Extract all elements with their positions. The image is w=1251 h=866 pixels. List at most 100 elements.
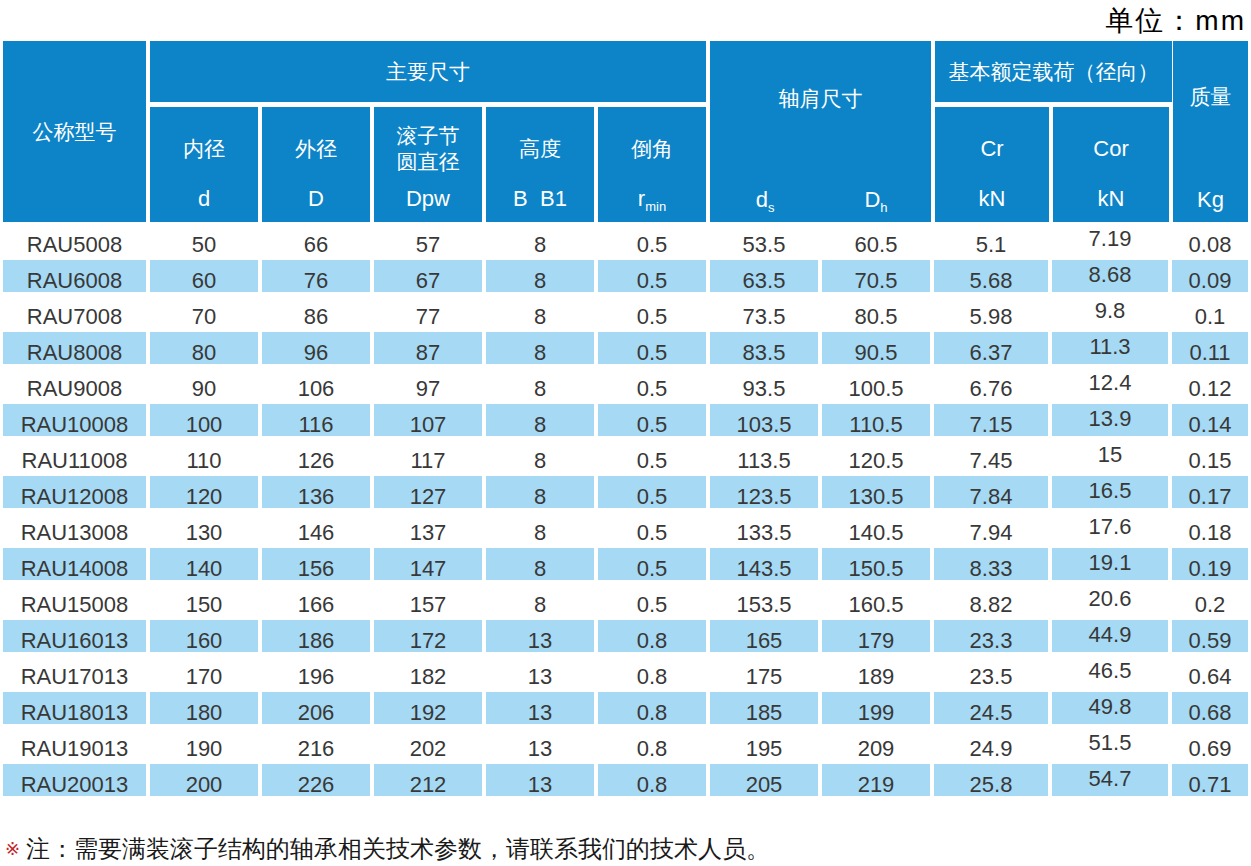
cell-B: 13 <box>486 692 594 724</box>
table-row: RAU1500815016615780.5153.5160.58.8220.60… <box>3 582 1248 618</box>
header-load: 基本额定载荷（径向） <box>935 41 1172 102</box>
cell-ds: 103.5 <box>710 404 818 436</box>
cell-ds: 53.5 <box>710 224 818 256</box>
cell-Dpw: 137 <box>374 512 482 544</box>
cell-D: 76 <box>262 260 370 292</box>
cell-r: 0.8 <box>598 728 706 760</box>
cell-Cr: 7.94 <box>934 512 1048 544</box>
cell-Cr: 23.3 <box>934 620 1048 652</box>
cell-B: 8 <box>486 584 594 616</box>
cell-D: 226 <box>262 764 370 796</box>
cell-model: RAU12008 <box>3 476 146 508</box>
cell-Cr: 7.15 <box>934 404 1048 436</box>
cell-r: 0.5 <box>598 404 706 436</box>
cell-model: RAU10008 <box>3 404 146 436</box>
cell-Cor: 15 <box>1052 440 1168 472</box>
table-row: RAU800880968780.583.590.56.3711.30.11 <box>3 330 1248 366</box>
cell-d: 190 <box>150 728 258 760</box>
cell-Dpw: 67 <box>374 260 482 292</box>
cell-mass: 0.09 <box>1172 260 1248 292</box>
cell-r: 0.5 <box>598 584 706 616</box>
cell-Cor: 7.19 <box>1052 224 1168 256</box>
cell-B: 13 <box>486 620 594 652</box>
table-row: RAU500850665780.553.560.55.17.190.08 <box>3 222 1248 258</box>
cell-B: 8 <box>486 440 594 472</box>
cell-Cr: 5.98 <box>934 296 1048 328</box>
cell-Cr: 25.8 <box>934 764 1048 796</box>
cell-mass: 0.69 <box>1172 728 1248 760</box>
header-cr: Cr kN <box>935 107 1049 222</box>
cell-model: RAU14008 <box>3 548 146 580</box>
cell-B: 8 <box>486 332 594 364</box>
cell-Dpw: 147 <box>374 548 482 580</box>
cell-D: 106 <box>262 368 370 400</box>
table-row: RAU18013180206192130.818519924.549.80.68 <box>3 690 1248 726</box>
cell-d: 110 <box>150 440 258 472</box>
cell-B: 13 <box>486 656 594 688</box>
cell-D: 126 <box>262 440 370 472</box>
cell-model: RAU15008 <box>3 584 146 616</box>
cell-D: 166 <box>262 584 370 616</box>
cell-Cr: 8.33 <box>934 548 1048 580</box>
cell-Dh: 60.5 <box>822 224 930 256</box>
cell-Dpw: 202 <box>374 728 482 760</box>
header-shoulder-title: 轴肩尺寸 <box>710 41 931 157</box>
cell-Cor: 17.6 <box>1052 512 1168 544</box>
header-chamfer: 倒角 rmin <box>598 107 706 222</box>
cell-model: RAU19013 <box>3 728 146 760</box>
cell-Dh: 100.5 <box>822 368 930 400</box>
cell-mass: 0.1 <box>1172 296 1248 328</box>
cell-Dh: 219 <box>822 764 930 796</box>
table-row: RAU1300813014613780.5133.5140.57.9417.60… <box>3 510 1248 546</box>
cell-B: 8 <box>486 224 594 256</box>
cell-D: 116 <box>262 404 370 436</box>
cell-mass: 0.19 <box>1172 548 1248 580</box>
cell-r: 0.5 <box>598 548 706 580</box>
cell-mass: 0.14 <box>1172 404 1248 436</box>
cell-Cor: 13.9 <box>1052 404 1168 436</box>
cell-Cr: 8.82 <box>934 584 1048 616</box>
cell-ds: 73.5 <box>710 296 818 328</box>
cell-Cor: 9.8 <box>1052 296 1168 328</box>
cell-mass: 0.2 <box>1172 584 1248 616</box>
cell-r: 0.5 <box>598 368 706 400</box>
cell-d: 70 <box>150 296 258 328</box>
header-model: 公称型号 <box>3 41 146 222</box>
cell-Cr: 24.5 <box>934 692 1048 724</box>
cell-Dpw: 97 <box>374 368 482 400</box>
cell-Dh: 160.5 <box>822 584 930 616</box>
cell-Dpw: 212 <box>374 764 482 796</box>
cell-r: 0.5 <box>598 440 706 472</box>
cell-Cr: 5.68 <box>934 260 1048 292</box>
cell-d: 120 <box>150 476 258 508</box>
cell-Cr: 24.9 <box>934 728 1048 760</box>
cell-ds: 143.5 <box>710 548 818 580</box>
cell-D: 156 <box>262 548 370 580</box>
cell-Cr: 7.45 <box>934 440 1048 472</box>
cell-Dh: 179 <box>822 620 930 652</box>
cell-d: 160 <box>150 620 258 652</box>
cell-mass: 0.64 <box>1172 656 1248 688</box>
cell-model: RAU5008 <box>3 224 146 256</box>
cell-ds: 185 <box>710 692 818 724</box>
cell-Dpw: 172 <box>374 620 482 652</box>
cell-D: 66 <box>262 224 370 256</box>
cell-mass: 0.15 <box>1172 440 1248 472</box>
table-row: RAU1000810011610780.5103.5110.57.1513.90… <box>3 402 1248 438</box>
table-row: RAU1400814015614780.5143.5150.58.3319.10… <box>3 546 1248 582</box>
cell-d: 150 <box>150 584 258 616</box>
cell-model: RAU8008 <box>3 332 146 364</box>
cell-Cor: 8.68 <box>1052 260 1168 292</box>
cell-Dpw: 107 <box>374 404 482 436</box>
header-dh: Dh <box>821 182 931 218</box>
cell-ds: 153.5 <box>710 584 818 616</box>
cell-d: 180 <box>150 692 258 724</box>
cell-ds: 113.5 <box>710 440 818 472</box>
header-inner-diameter: 内径 d <box>150 107 258 222</box>
cell-model: RAU16013 <box>3 620 146 652</box>
cell-Dpw: 192 <box>374 692 482 724</box>
cell-model: RAU17013 <box>3 656 146 688</box>
cell-D: 206 <box>262 692 370 724</box>
footnote-text: 注：需要满装滚子结构的轴承相关技术参数，请联系我们的技术人员。 <box>26 835 770 862</box>
header-main-dims: 主要尺寸 <box>150 41 706 102</box>
